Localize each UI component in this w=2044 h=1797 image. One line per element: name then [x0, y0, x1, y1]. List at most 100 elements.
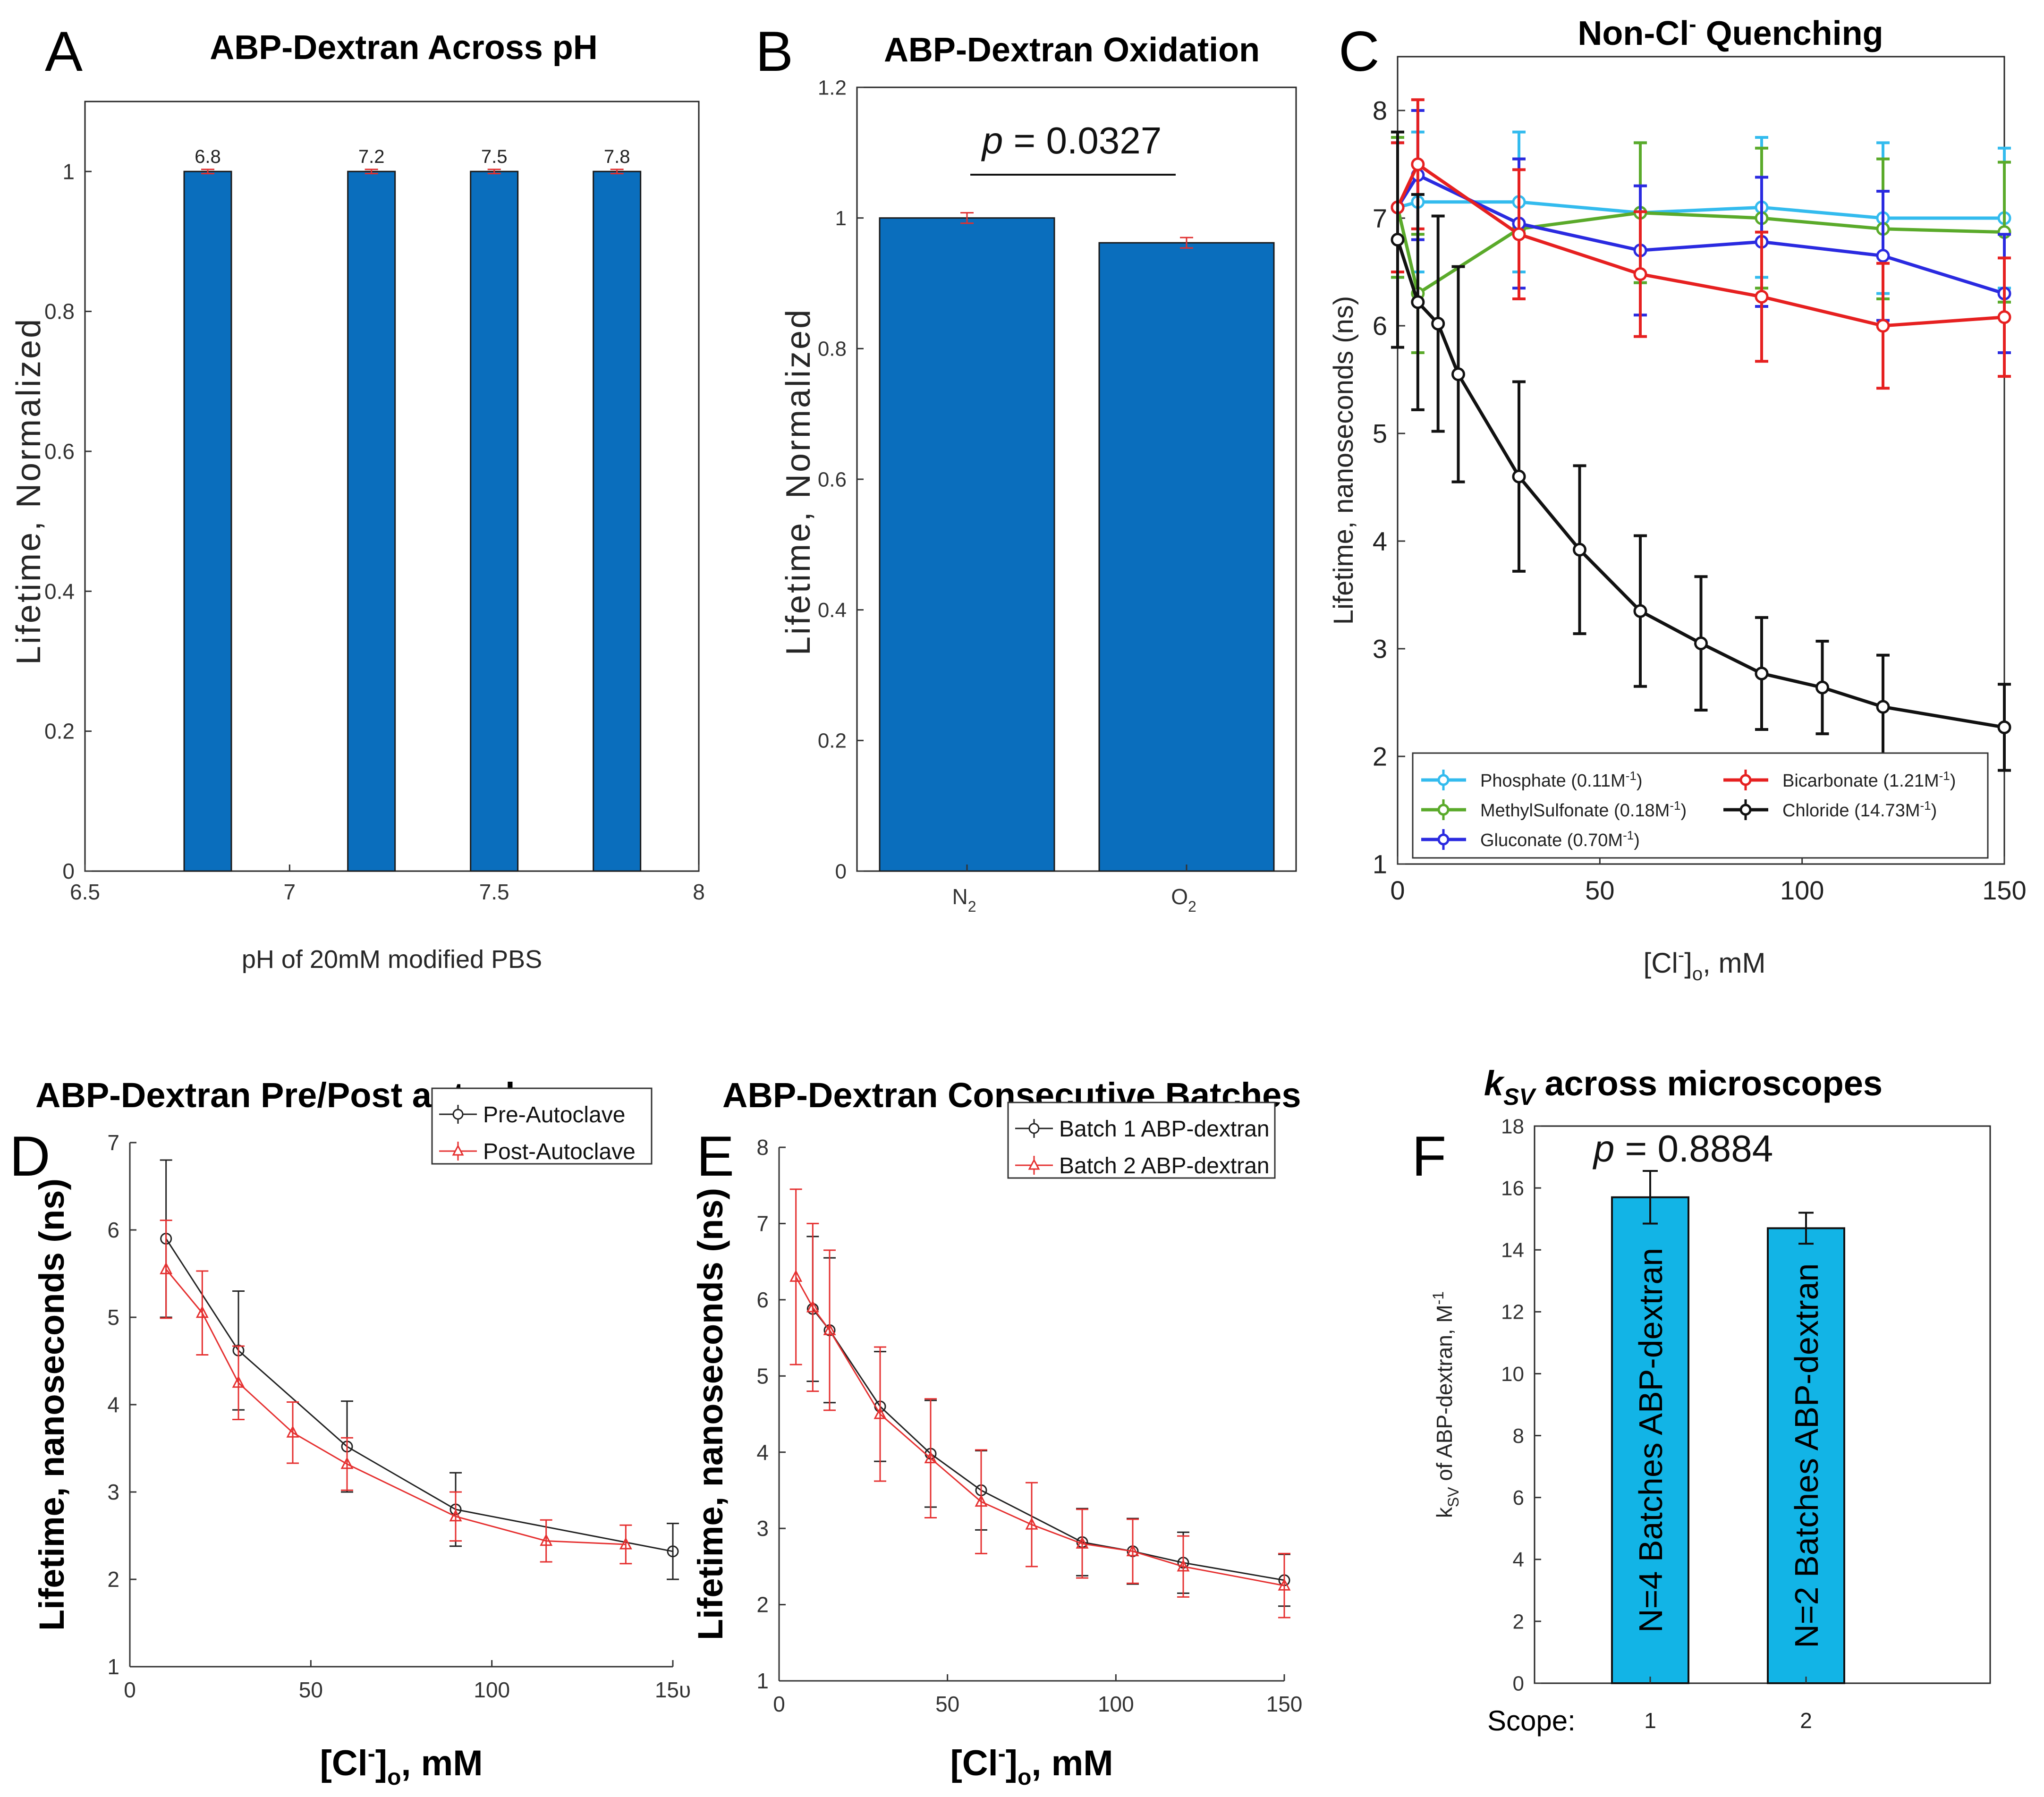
panel-letter-c: C — [1339, 20, 1380, 83]
panel-f: kSV across microscopes F 024681012141618… — [1412, 1064, 1991, 1737]
data-point — [195, 1305, 209, 1318]
data-point — [1431, 316, 1445, 331]
data-point — [1391, 233, 1405, 247]
y-tick-label: 3 — [756, 1516, 769, 1541]
panel-b-x-tick-labels: N2 O2 — [952, 884, 1196, 915]
y-tick-label: 14 — [1501, 1239, 1524, 1262]
panel-letter-e: E — [696, 1125, 734, 1188]
y-tick-label: 0.6 — [818, 468, 847, 491]
panel-letter-d: D — [9, 1125, 51, 1188]
legend-label: Batch 2 ABP-dextran — [1059, 1153, 1270, 1178]
data-point — [232, 1375, 245, 1388]
x-tick-label: 50 — [299, 1678, 323, 1702]
legend-label-bicarbonate: Bicarbonate (1.21M-1) — [1782, 769, 1956, 791]
panel-f-xlabel-prefix: Scope: — [1487, 1705, 1576, 1737]
x-tick-label: 150 — [1266, 1692, 1303, 1716]
x-tick-label: 0 — [1390, 875, 1405, 905]
y-tick-label: 2 — [107, 1567, 119, 1592]
data-point — [1633, 604, 1647, 618]
panel-a-x-ticks: 6.5 7 7.5 8 — [70, 865, 705, 904]
y-tick-label: 5 — [107, 1305, 119, 1330]
y-tick-label: 1 — [62, 159, 75, 184]
legend-swatch-marker — [1437, 774, 1450, 786]
y-tick-label: 0 — [62, 859, 75, 883]
y-tick-label: 1 — [756, 1669, 769, 1693]
data-point — [1876, 249, 1890, 263]
data-point — [449, 1509, 462, 1522]
y-tick-label: 5 — [1373, 419, 1387, 449]
bar-data-label: 6.8 — [195, 146, 221, 167]
bar-ph-7.5 — [470, 170, 519, 872]
legend-swatch-marker — [452, 1144, 464, 1156]
panel-e-ylabel: Lifetime, nanoseconds (ns) — [691, 1188, 730, 1640]
x-tick-label-N2: N2 — [952, 884, 976, 915]
panel-e-series — [789, 1188, 1291, 1619]
panel-c-ylabel: Lifetime, nanoseconds (ns) — [1328, 296, 1359, 625]
panel-f-ylabel: kSV of ABP-dextran, M-1 — [1430, 1291, 1462, 1518]
panel-d-series — [160, 1159, 679, 1580]
series-batch-2-abp-dextran — [789, 1188, 1291, 1619]
y-tick-label: 0.8 — [818, 338, 847, 361]
panel-b-y-ticks: 0 0.2 0.4 0.6 0.8 1 1.2 — [818, 76, 864, 883]
y-tick-label: 2 — [756, 1593, 769, 1617]
panel-b-title: ABP-Dextran Oxidation — [884, 31, 1260, 69]
x-tick-label: 100 — [1780, 875, 1824, 905]
legend-swatch-marker — [1028, 1123, 1040, 1134]
x-tick-label: 15υ — [655, 1678, 691, 1702]
y-tick-label: 6 — [1513, 1486, 1524, 1509]
y-tick-label: 6 — [107, 1218, 119, 1242]
data-point — [540, 1534, 553, 1546]
panel-e-x-ticks: 0 50 100 150 — [773, 1674, 1302, 1716]
y-tick-label: 1 — [835, 207, 847, 230]
x-tick-label: 2 — [1800, 1708, 1812, 1733]
x-tick-label: 7 — [284, 880, 296, 904]
legend-swatch-marker — [1437, 833, 1450, 846]
panel-c-series — [1391, 98, 2011, 772]
bar-O2 — [1098, 242, 1275, 872]
panel-a-title: ABP-Dextran Across pH — [210, 29, 598, 67]
panel-c-x-ticks: 0 50 100 150 — [1390, 856, 2027, 905]
x-tick-label: 1 — [1644, 1708, 1656, 1733]
data-point — [1997, 310, 2011, 324]
data-point — [1177, 1559, 1190, 1572]
bar-ph-7.2 — [347, 170, 396, 872]
y-tick-label: 18 — [1501, 1115, 1524, 1138]
panel-e-xlabel: [Cl-]o, mM — [950, 1741, 1113, 1790]
panel-d-legend: Pre-Autoclave Post-Autoclave — [431, 1087, 653, 1165]
data-point — [874, 1407, 887, 1419]
x-tick-label: 6.5 — [70, 880, 100, 904]
bar-data-label: 7.2 — [358, 146, 385, 167]
y-tick-label: 8 — [756, 1135, 769, 1160]
panel-a-ylabel: Lifetime, Normalized — [10, 317, 48, 665]
data-point — [1076, 1536, 1089, 1549]
bar-N2 — [879, 217, 1055, 872]
legend-swatch-marker — [1437, 804, 1450, 816]
y-tick-label: 6 — [756, 1288, 769, 1312]
data-point — [1512, 469, 1526, 483]
data-point — [1997, 720, 2011, 734]
bar-scope-2 — [1767, 1227, 1845, 1684]
data-point — [1512, 227, 1526, 241]
legend-label-methylsulfonate: MethylSulfonate (0.18M-1) — [1480, 798, 1687, 821]
y-tick-label: 0.6 — [44, 439, 75, 464]
panel-letter-b: B — [755, 20, 793, 83]
panel-c-y-ticks: 1 2 3 4 5 6 7 8 — [1373, 96, 1405, 879]
x-tick-label: 150 — [1982, 875, 2026, 905]
legend-swatch-marker — [452, 1109, 464, 1120]
data-point — [667, 1545, 679, 1558]
panel-letter-a: A — [45, 20, 83, 83]
y-tick-label: 16 — [1501, 1177, 1524, 1200]
legend-swatch-marker — [1739, 804, 1752, 816]
data-point — [924, 1451, 937, 1464]
y-tick-label: 2 — [1513, 1610, 1524, 1633]
panel-f-bars: N=4 Batches ABP-dextran N=2 Batches ABP-d… — [1611, 1170, 1845, 1684]
panel-b-bars — [879, 212, 1275, 872]
data-point — [1278, 1578, 1291, 1591]
y-tick-label: 3 — [107, 1480, 119, 1504]
panel-d-xlabel: [Cl-]o, mM — [320, 1741, 483, 1790]
panel-f-axes-box — [1534, 1125, 1991, 1684]
y-tick-label: 4 — [756, 1440, 769, 1465]
panel-f-title: kSV across microscopes — [1484, 1064, 1883, 1110]
